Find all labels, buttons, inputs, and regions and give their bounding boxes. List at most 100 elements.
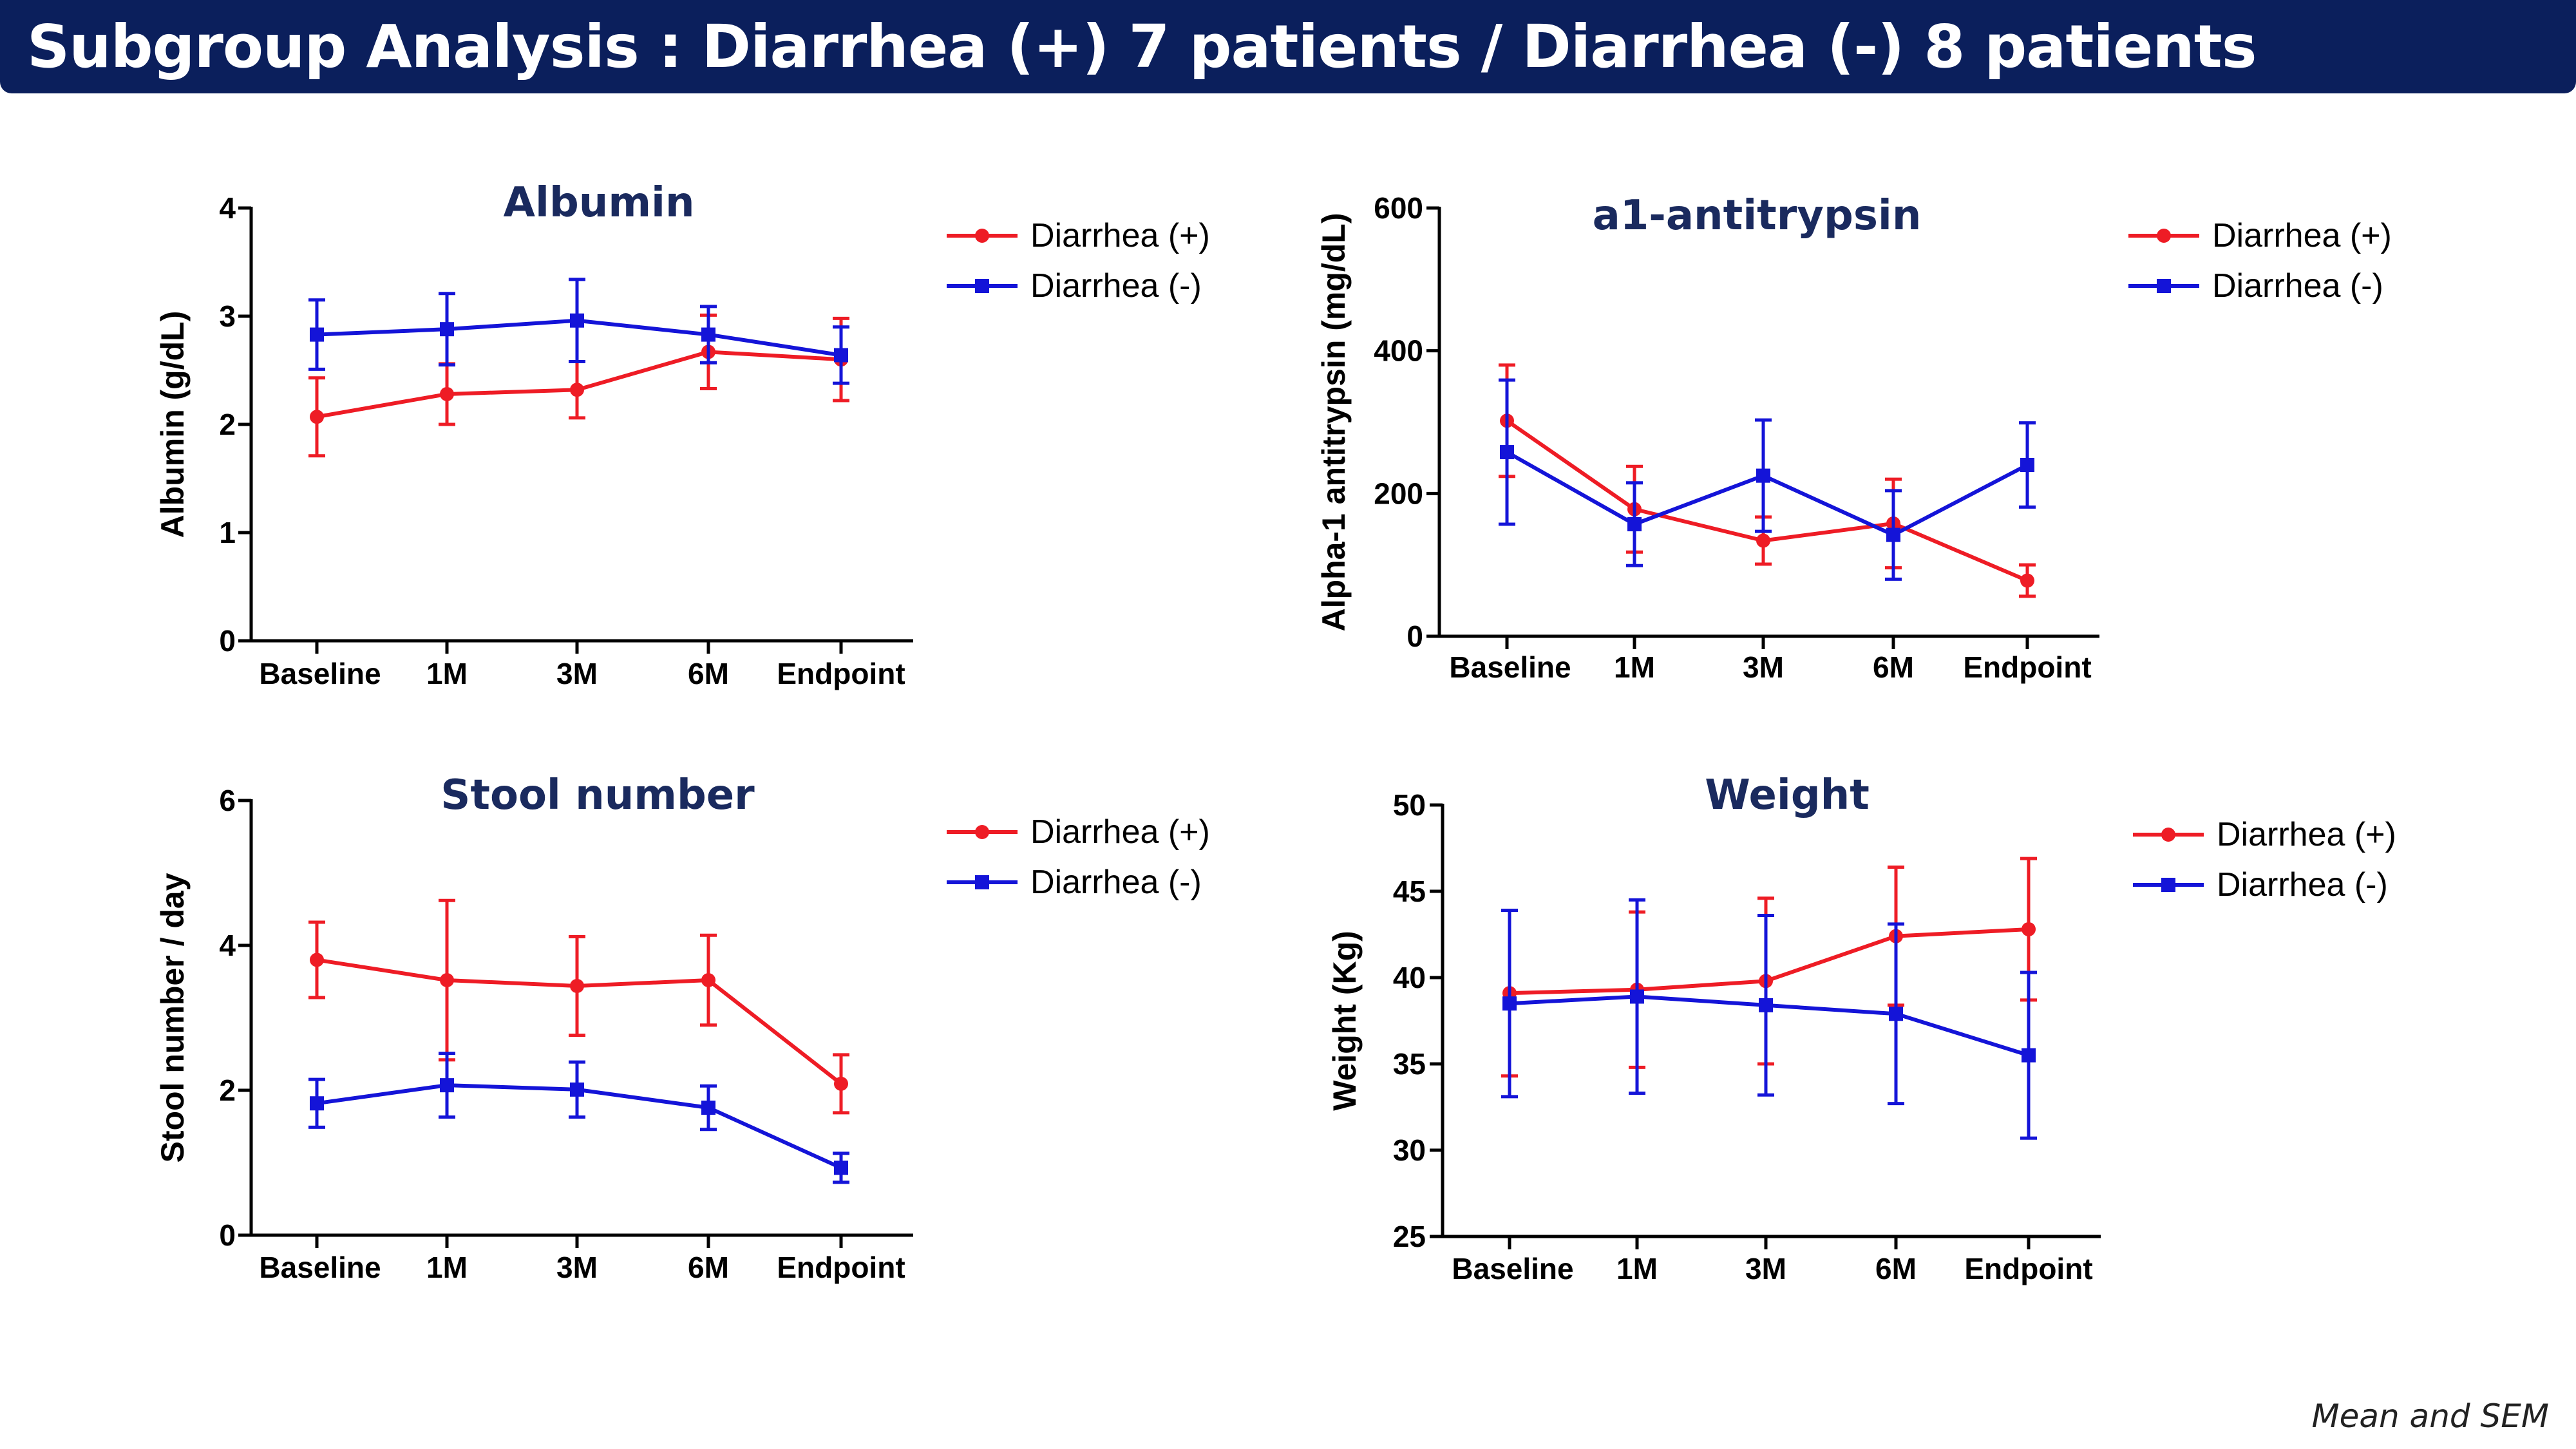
data-point [1630,989,1644,1004]
series-line [1506,450,2029,537]
series-line [316,958,842,1086]
data-point [1756,533,1770,548]
footnote: Mean and SEM [2311,1397,2549,1435]
chart-panel: a1-antitrypsin 0 200 400 600 Baseline 1M 3M 6M En… [1316,191,2392,684]
legend-entry: Diarrhea (+) [2133,816,2396,853]
chart-panel: Stool number 0 2 4 6 Baseline 1M 3M 6M Endpoint St… [155,772,1210,1284]
legend-entry: Diarrhea (-) [947,864,1202,901]
y-tick-label: 400 [1374,334,1423,368]
title-bar: Subgroup Analysis : Diarrhea (+) 7 patie… [0,0,2576,93]
data-point [440,322,454,337]
legend-marker [975,229,989,243]
data-point [834,1076,848,1091]
x-tick-label: Baseline [259,1251,381,1284]
data-point [2022,1048,2036,1063]
legend-entry: Diarrhea (+) [947,217,1210,254]
data-point [701,327,715,342]
y-tick-label: 6 [219,784,236,817]
data-point [1889,1007,1903,1021]
data-point [310,327,324,342]
legend-label: Diarrhea (+) [2212,217,2392,254]
y-tick-label: 0 [219,1218,236,1252]
y-tick-label: 35 [1393,1047,1426,1081]
y-tick-label: 2 [219,408,236,441]
y-tick-label: 50 [1393,788,1426,822]
data-point [1500,445,1514,460]
data-point [2020,573,2034,588]
x-tick-label: Endpoint [777,1251,905,1284]
y-axis-label: Albumin (g/dL) [155,311,191,538]
chart-title: Albumin [503,179,694,227]
legend-label: Diarrhea (-) [1030,864,1202,901]
data-point [440,1078,454,1093]
data-point [701,973,715,987]
y-tick-label: 30 [1393,1133,1426,1167]
series-line [316,1083,842,1170]
data-point [570,1082,584,1097]
data-point [1756,468,1770,483]
x-tick-label: 1M [426,1251,468,1284]
data-point [310,410,324,424]
legend-marker [2157,279,2171,293]
series [308,313,849,458]
y-tick-label: 3 [219,299,236,333]
y-tick-label: 2 [219,1074,236,1107]
legend-marker [2157,229,2171,243]
data-point [1627,516,1642,531]
legend-marker [2161,828,2175,842]
data-point [1886,527,1900,542]
x-tick-label: Endpoint [1963,650,2091,684]
series [1501,857,2037,1078]
data-point [2020,458,2034,472]
data-point [440,386,454,401]
legend-label: Diarrhea (+) [2217,816,2396,853]
legend-entry: Diarrhea (-) [947,267,1202,305]
data-point [701,1101,715,1115]
chart-title: a1-antitrypsin [1593,192,1922,240]
y-tick-label: 0 [1406,620,1423,653]
y-tick-label: 4 [219,929,236,962]
legend-marker [975,279,989,293]
x-tick-label: 6M [1875,1252,1917,1285]
page-title: Subgroup Analysis : Diarrhea (+) 7 patie… [27,12,2257,81]
y-tick-label: 1 [219,516,236,549]
data-point [1759,998,1773,1012]
legend-label: Diarrhea (+) [1030,217,1210,254]
data-point [440,973,454,987]
legend-label: Diarrhea (-) [2212,267,2383,305]
x-tick-label: 6M [688,1251,729,1284]
data-point [570,979,584,993]
legend-label: Diarrhea (-) [2217,866,2388,904]
x-tick-label: Baseline [1449,650,1571,684]
data-point [834,348,848,363]
data-point [1502,996,1517,1011]
data-point [570,383,584,397]
x-tick-label: Baseline [259,657,381,690]
y-tick-label: 200 [1374,477,1423,510]
legend-label: Diarrhea (+) [1030,813,1210,851]
chart-panel: Weight 25 30 35 40 45 50 Baseline 1M 3M 6M Endpoint… [1327,772,2396,1285]
y-tick-label: 45 [1393,875,1426,908]
x-tick-label: Baseline [1452,1252,1573,1285]
y-tick-label: 25 [1393,1220,1426,1253]
x-tick-label: 1M [426,657,468,690]
x-tick-label: Endpoint [1964,1252,2092,1285]
series [308,898,849,1115]
x-tick-label: 3M [556,657,598,690]
data-point [2022,922,2036,936]
y-axis-label: Stool number / day [155,873,191,1162]
chart-title: Weight [1705,772,1870,819]
legend-entry: Diarrhea (-) [2128,267,2383,305]
x-tick-label: Endpoint [777,657,905,690]
x-tick-label: 6M [1873,650,1914,684]
data-point [834,1160,848,1175]
x-tick-label: 1M [1614,650,1655,684]
y-tick-label: 4 [219,191,236,225]
legend-entry: Diarrhea (-) [2133,866,2388,904]
x-tick-label: 3M [1745,1252,1786,1285]
series-line [1506,419,2029,583]
chart-panel: Albumin 0 1 2 3 4 Baseline 1M 3M 6M Endpoint Albumi… [155,179,1210,690]
x-tick-label: 3M [1743,650,1784,684]
data-point [310,1096,324,1111]
